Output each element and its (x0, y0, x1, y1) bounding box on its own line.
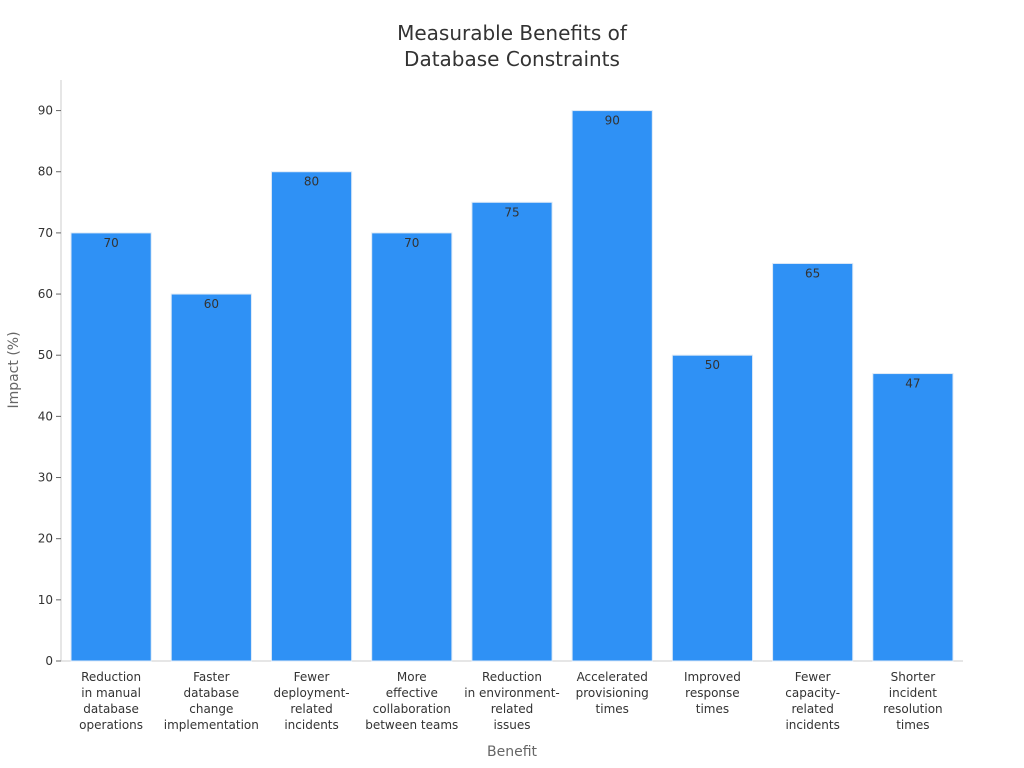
x-tick-label-line: times (896, 718, 929, 732)
data-label: 65 (805, 266, 820, 280)
x-tick-label: Faster database change implementation (164, 670, 259, 732)
x-tick-label-line: collaboration (373, 702, 451, 716)
x-tick-label-line: Shorter (891, 670, 936, 684)
bars (70, 110, 954, 662)
x-tick-label-line: times (596, 702, 629, 716)
y-axis-title: Impact (%) (6, 331, 22, 408)
bar[interactable] (671, 354, 754, 662)
chart-title-line-1: Measurable Benefits of (397, 21, 628, 45)
x-tick-label-line: provisioning (576, 686, 649, 700)
x-tick-label: More effective collaboration between teams (365, 670, 458, 732)
data-labels: 70 60 80 70 75 90 50 65 47 (103, 114, 920, 391)
y-tick-label: 0 (45, 654, 53, 668)
chart-title: Measurable Benefits of Database Constrai… (397, 21, 628, 71)
y-tick-label: 60 (38, 287, 53, 301)
bar[interactable] (571, 110, 653, 662)
x-tick-label-line: in manual (81, 686, 141, 700)
x-tick-label: Accelerated provisioning times (576, 670, 649, 716)
bar[interactable] (471, 201, 553, 662)
data-label: 70 (103, 236, 118, 250)
x-tick-label-line: effective (386, 686, 438, 700)
x-tick-label: Fewer capacity-related incidents (785, 670, 840, 732)
x-tick-label-line: change (189, 702, 233, 716)
x-tick-label-line: response (685, 686, 740, 700)
x-axis-title: Benefit (487, 744, 538, 760)
x-tick-label-line: incident (889, 686, 937, 700)
y-tick-label: 40 (38, 409, 53, 423)
data-label: 80 (304, 175, 319, 189)
bar[interactable] (270, 171, 353, 662)
y-tick-label: 30 (38, 471, 53, 485)
y-tick-label: 50 (38, 348, 53, 362)
x-tick-label: Fewer deployment-related incidents (274, 670, 350, 732)
data-label: 75 (504, 205, 519, 219)
x-tick-label-line: related (791, 702, 833, 716)
x-tick-label-line: between teams (365, 718, 458, 732)
x-tick-label-line: incidents (284, 718, 338, 732)
x-tick-label-line: resolution (883, 702, 943, 716)
x-tick-label-line: Faster (193, 670, 229, 684)
x-tick-label: Reduction in environment-related issues (464, 670, 560, 732)
x-tick-label: Reduction in manual database operations (79, 670, 143, 732)
bar[interactable] (371, 232, 453, 662)
bar[interactable] (170, 293, 252, 662)
x-tick-label-line: in environment- (464, 686, 560, 700)
x-tick-label-line: capacity- (785, 686, 840, 700)
y-tick-label: 90 (38, 104, 53, 118)
y-tick-label: 70 (38, 226, 53, 240)
x-tick-label-line: Reduction (81, 670, 141, 684)
x-tick-label-line: database (83, 702, 139, 716)
x-tick-label-line: database (184, 686, 240, 700)
data-label: 60 (204, 297, 219, 311)
x-tick-label-line: Improved (684, 670, 741, 684)
y-tick-label: 20 (38, 532, 53, 546)
x-tick-label-line: deployment- (274, 686, 350, 700)
bar[interactable] (872, 373, 954, 662)
data-label: 70 (404, 236, 419, 250)
bar[interactable] (70, 232, 152, 662)
x-tick-label-line: Accelerated (577, 670, 648, 684)
bar[interactable] (772, 262, 854, 662)
data-label: 47 (905, 377, 920, 391)
y-tick-label: 10 (38, 593, 53, 607)
x-tick-label-line: implementation (164, 718, 259, 732)
x-tick-label-line: related (491, 702, 533, 716)
x-tick-label-line: times (696, 702, 729, 716)
data-label: 90 (605, 114, 620, 128)
category-labels: Reduction in manual database operations Fast… (79, 670, 943, 732)
x-tick-label-line: issues (493, 718, 530, 732)
x-tick-label-line: More (397, 670, 427, 684)
x-tick-label: Shorter incident resolution times (883, 670, 943, 732)
x-tick-label-line: operations (79, 718, 143, 732)
x-tick-label-line: Fewer (795, 670, 831, 684)
data-label: 50 (705, 358, 720, 372)
x-tick-label-line: Fewer (294, 670, 330, 684)
x-tick-label-line: Reduction (482, 670, 542, 684)
chart-title-line-2: Database Constraints (404, 47, 620, 71)
y-axis: 0 10 20 30 40 50 60 70 80 90 (38, 80, 62, 668)
y-tick-label: 80 (38, 165, 53, 179)
x-tick-label-line: incidents (785, 718, 839, 732)
x-tick-label: Improved response times (684, 670, 741, 716)
x-tick-label-line: related (290, 702, 332, 716)
